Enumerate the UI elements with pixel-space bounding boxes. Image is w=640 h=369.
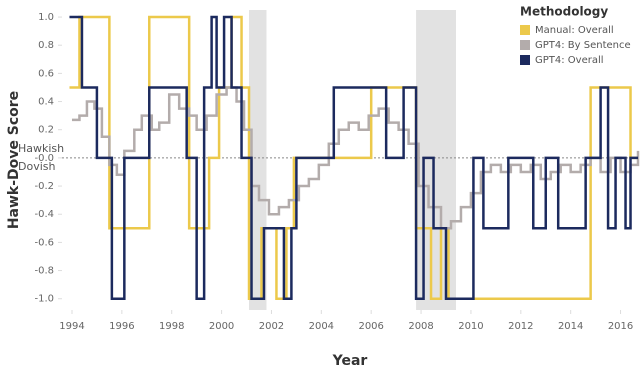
- y-tick-label: 1.0: [38, 12, 54, 23]
- y-tick-label: 0.6: [38, 68, 54, 79]
- x-tick-label: 1998: [159, 321, 184, 332]
- x-tick-label: 2000: [209, 321, 234, 332]
- shaded-region: [416, 10, 456, 310]
- x-tick-label: 2002: [259, 321, 284, 332]
- y-tick-label: 0.4: [38, 97, 54, 108]
- legend-label: GPT4: By Sentence: [535, 40, 631, 51]
- y-tick-label: 0.2: [38, 125, 54, 136]
- legend-swatch: [520, 40, 530, 50]
- legend-label: GPT4: Overall: [535, 55, 604, 66]
- x-axis-title: Year: [332, 353, 368, 369]
- legend-swatch: [520, 25, 530, 35]
- annotation: Hawkish: [18, 142, 64, 155]
- x-tick-label: 2008: [408, 321, 433, 332]
- x-tick-label: 2010: [458, 321, 483, 332]
- annotation: Dovish: [18, 160, 55, 173]
- y-axis-title: Hawk-Dove Score: [6, 91, 22, 229]
- background-layer: [249, 10, 456, 310]
- y-tick-label: -1.0: [34, 294, 54, 305]
- y-tick-label: -0.4: [34, 209, 54, 220]
- x-tick-label: 2006: [358, 321, 383, 332]
- y-tick-label: -0.8: [34, 266, 54, 277]
- y-tick-label: -0.0: [34, 153, 54, 164]
- x-tick-label: 2004: [309, 321, 334, 332]
- x-tick-label: 2016: [608, 321, 633, 332]
- legend-label: Manual: Overall: [535, 25, 614, 36]
- series-line: [69, 15, 638, 300]
- y-tick-label: 0.8: [38, 40, 54, 51]
- legend-swatch: [520, 55, 530, 65]
- y-tick-label: -0.2: [34, 181, 54, 192]
- series-line: [71, 86, 640, 230]
- x-tick-label: 2012: [508, 321, 533, 332]
- legend-title: Methodology: [520, 5, 608, 19]
- y-tick-label: -0.6: [34, 237, 54, 248]
- x-tick-label: 1996: [109, 321, 134, 332]
- x-tick-label: 1994: [59, 321, 84, 332]
- x-tick-label: 2014: [558, 321, 583, 332]
